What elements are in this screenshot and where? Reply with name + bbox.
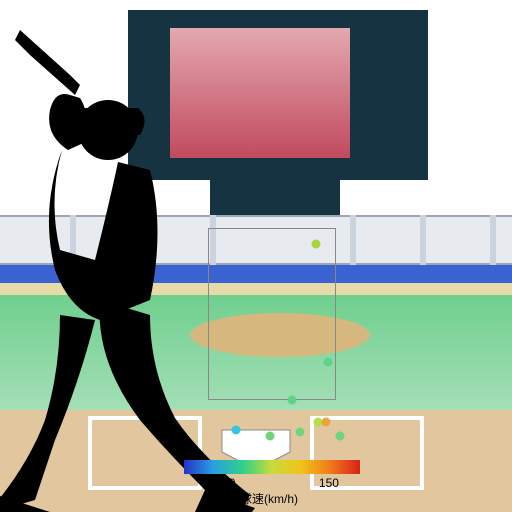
speed-colorbar [184,460,360,474]
colorbar-label: 球速(km/h) [240,490,298,507]
batter-silhouette [0,0,512,512]
colorbar-tick: 150 [319,476,339,490]
pitch-location-chart: 100 150 球速(km/h) [0,0,512,512]
colorbar-tick: 100 [215,476,235,490]
